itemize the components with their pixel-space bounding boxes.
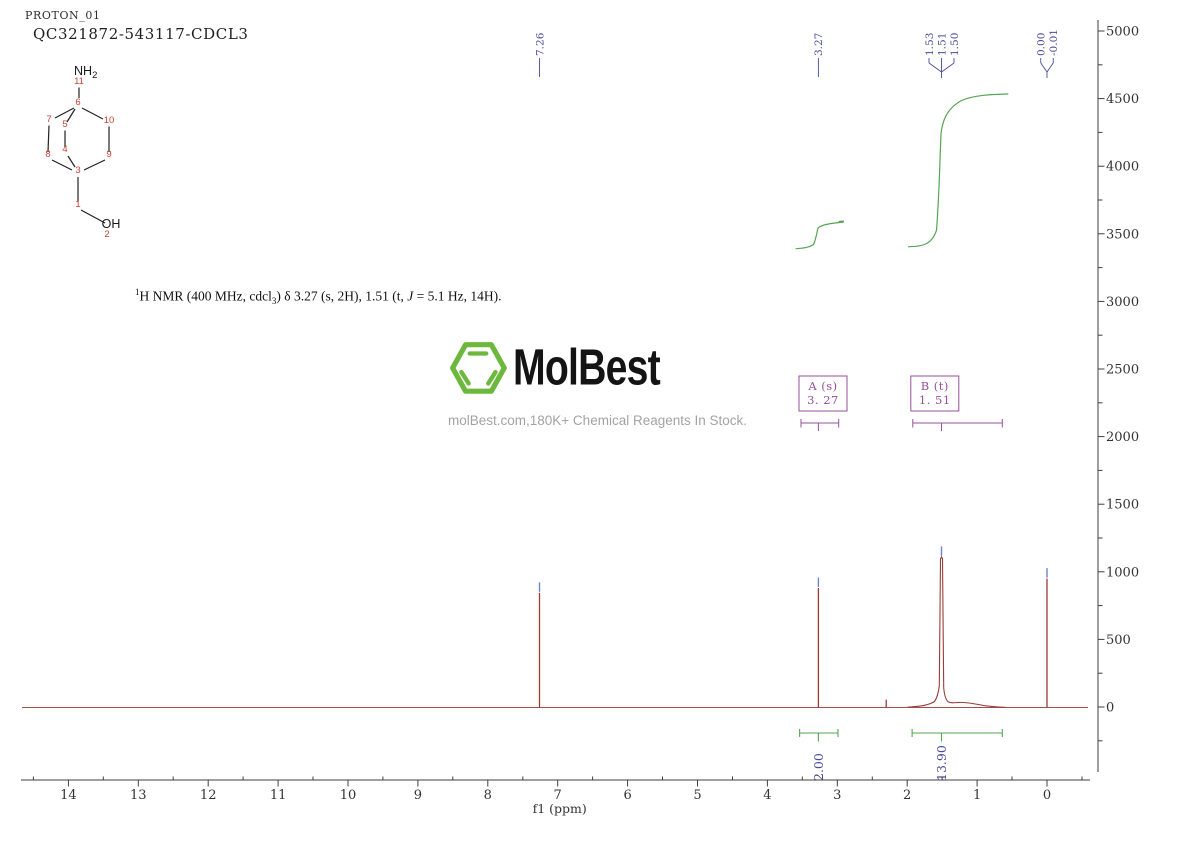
nmr-citation: 1H NMR (400 MHz, cdcl3) δ 3.27 (s, 2H), … <box>135 287 501 306</box>
y-tick-label: 500 <box>1106 633 1131 648</box>
multiplet-shift: 3. 27 <box>807 393 839 407</box>
bond <box>80 209 106 224</box>
multiplet-name: B (t) <box>921 379 949 393</box>
citation-text: = 5.1 Hz, 14H). <box>413 288 502 304</box>
multiplet-name: A (s) <box>807 379 837 393</box>
peak-shift-label: 1.51 <box>936 33 948 56</box>
atom-number: 5 <box>62 119 67 130</box>
atom-number: 6 <box>75 97 80 108</box>
y-tick-label: 1500 <box>1106 498 1139 513</box>
sample-id: QC321872-543117-CDCL3 <box>33 25 249 43</box>
peak-shift-label: 0.00 <box>1036 33 1048 56</box>
peak-label-connector <box>1046 62 1054 73</box>
y-tick-label: 0 <box>1106 701 1114 716</box>
x-tick-label: 8 <box>484 788 492 803</box>
x-tick-label: 12 <box>200 788 217 803</box>
multiplet-box <box>798 375 848 412</box>
y-tick-label: 3500 <box>1106 227 1139 242</box>
integral-value-label: 13.90 <box>934 745 949 781</box>
atom-number: 1 <box>75 199 80 210</box>
integral-curve <box>908 93 1009 248</box>
x-tick-label: 14 <box>60 788 77 803</box>
atom-number: 10 <box>104 115 115 126</box>
citation-superscript: 1 <box>135 287 140 297</box>
amine-label: NH2 <box>74 64 97 81</box>
atom-numbers: 11 6 7 10 5 4 8 9 3 1 2 <box>45 76 114 240</box>
y-tick-label: 4000 <box>1106 160 1139 175</box>
integral-value-label: 2.00 <box>811 753 826 781</box>
citation-coupling-j: J <box>407 288 414 304</box>
y-tick-label: 2500 <box>1106 363 1139 378</box>
benzene-inner-bond <box>486 369 498 386</box>
logo-wordmark: MolBest <box>513 339 661 397</box>
x-tick-label: 11 <box>270 788 287 803</box>
x-tick-label: 4 <box>763 788 771 803</box>
atom-number: 8 <box>45 149 50 160</box>
molecule-skeleton <box>47 87 110 224</box>
hexagon-ring <box>450 342 507 394</box>
x-tick-label: 3 <box>833 788 841 803</box>
x-tick-label: 6 <box>623 788 631 803</box>
experiment-title: PROTON_01 <box>25 9 101 22</box>
peak-shift-label: 1.53 <box>924 33 936 56</box>
peak-label-connector <box>928 62 942 73</box>
bond <box>83 159 106 171</box>
atom-number: 2 <box>104 229 109 240</box>
atom-number: 11 <box>74 76 84 87</box>
x-tick-label: 13 <box>130 788 147 803</box>
citation-text: ) δ 3.27 (s, 2H), 1.51 (t, <box>276 288 408 304</box>
x-tick-label: 0 <box>1043 788 1051 803</box>
bond <box>67 155 76 168</box>
y-tick-label: 5000 <box>1106 25 1139 40</box>
molecule-structure: NH2 OH 11 6 7 10 5 4 8 9 3 1 2 <box>45 64 121 240</box>
benzene-inner-bond <box>459 369 471 386</box>
y-tick-label: 3000 <box>1106 295 1139 310</box>
peak-shift-label: 7.26 <box>534 32 546 56</box>
atom-number: 7 <box>46 114 51 125</box>
atom-number: 4 <box>62 144 67 155</box>
peak-shift-label: 3.27 <box>813 33 825 56</box>
peak-shift-label: 1.50 <box>949 33 961 56</box>
logo-tagline: molBest.com,180K+ Chemical Reagents In S… <box>448 413 748 428</box>
x-tick-label: 7 <box>554 788 562 803</box>
x-tick-label: 9 <box>414 788 422 803</box>
bond <box>54 107 75 119</box>
y-tick-label: 1000 <box>1106 565 1139 580</box>
integral-curve <box>795 220 845 250</box>
peak <box>907 555 1006 708</box>
x-axis-title: f1 (ppm) <box>533 801 587 816</box>
multiplet-box <box>910 375 960 412</box>
peak-shift-label: -0.01 <box>1048 29 1060 56</box>
y-tick-label: 4500 <box>1106 92 1139 107</box>
logo-hexagon-icon <box>450 342 507 394</box>
citation-text: H NMR (400 MHz, cdcl <box>139 288 272 304</box>
atom-number: 9 <box>106 149 111 160</box>
bond <box>51 159 73 171</box>
bond <box>66 108 76 123</box>
x-tick-label: 2 <box>903 788 911 803</box>
atom-number: 3 <box>75 165 80 176</box>
peak-label-connector <box>941 62 955 73</box>
x-tick-label: 5 <box>693 788 701 803</box>
bond <box>47 125 50 153</box>
y-tick-label: 2000 <box>1106 430 1139 445</box>
x-tick-label: 10 <box>340 788 357 803</box>
citation-subscript: 3 <box>271 296 277 307</box>
peak-label-connector <box>1040 62 1048 73</box>
multiplet-shift: 1. 51 <box>919 393 951 407</box>
x-tick-label: 1 <box>973 788 981 803</box>
bond <box>81 107 104 120</box>
hydroxyl-label: OH <box>102 217 121 231</box>
